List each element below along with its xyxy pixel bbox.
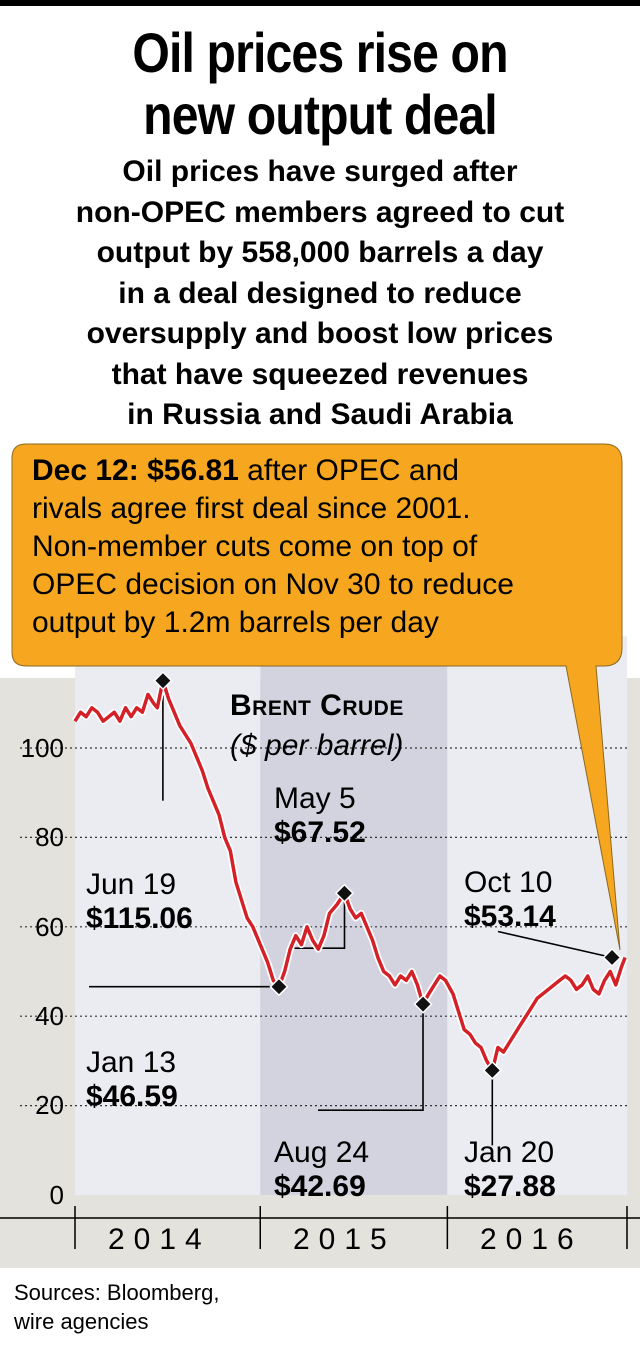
annotation-label: Aug 24 $42.69	[274, 1136, 369, 1204]
annotation-label: Jan 20 $27.88	[464, 1136, 556, 1204]
callout-line-5: output by 1.2m barrels per day	[32, 606, 439, 639]
chart-title: Brent Crude	[230, 688, 404, 724]
annotation-label: May 5 $67.52	[274, 782, 366, 850]
x-tick-label-2016: 2016	[480, 1223, 583, 1256]
annotation-date: Jun 19	[86, 868, 177, 901]
y-tick-label: 40	[35, 1001, 64, 1031]
intro-line: output by 558,000 barrels a day	[96, 236, 544, 269]
chart-title-text: Brent Crude	[230, 689, 404, 722]
callout-line-3: Non-member cuts come on top of	[32, 530, 478, 563]
annotation-diamond	[334, 883, 354, 903]
leader-line	[497, 930, 613, 959]
annotation-date: Aug 24	[274, 1136, 370, 1169]
callout-line-1: Dec 12: $56.81 after OPEC and	[32, 452, 622, 490]
callout-shape	[11, 443, 623, 951]
annotation-value: $27.88	[464, 1170, 556, 1203]
callout-price: $56.81	[147, 454, 239, 487]
annotation-label: Oct 10 $53.14	[464, 866, 556, 934]
annotation-date: May 5	[274, 782, 356, 815]
annotation-diamond	[153, 671, 173, 691]
annotation-date: Jan 13	[86, 1046, 177, 1079]
callout-line-1-rest: after OPEC and	[238, 454, 459, 487]
annotation-leaders	[89, 680, 613, 1146]
intro-line: in a deal designed to reduce	[118, 276, 522, 310]
annotation-diamond	[269, 977, 289, 997]
top-rule	[0, 0, 640, 6]
annotation-label: Jun 19 $115.06	[86, 868, 193, 936]
y-tick-label: 60	[35, 912, 64, 942]
annotation-value: $46.59	[86, 1080, 178, 1113]
y-tick-label: 80	[35, 822, 64, 852]
y-tick-label: 0	[49, 1180, 64, 1210]
x-tick-label-2015: 2015	[293, 1223, 396, 1256]
leader-line	[294, 893, 346, 950]
annotation-value: $42.69	[274, 1170, 366, 1203]
x-tick-label-2014: 2014	[108, 1223, 211, 1256]
leader-line	[318, 1004, 424, 1111]
intro-text: Oil prices have surged after non-OPEC me…	[0, 152, 640, 436]
annotation-date: Oct 10	[464, 866, 553, 899]
y-tick-label: 20	[35, 1090, 64, 1120]
x-axis	[0, 1206, 640, 1249]
headline-line-1: Oil prices rise on	[132, 21, 508, 84]
source-note: Sources: Bloomberg, wire agencies	[14, 1278, 219, 1336]
year-band	[75, 636, 261, 1195]
intro-line: that have squeezed revenues	[111, 357, 529, 391]
intro-line: non-OPEC members agreed to cut	[75, 195, 565, 229]
annotation-value: $53.14	[464, 900, 556, 933]
annotation-diamond	[482, 1060, 502, 1080]
chart-subtitle: ($ per barrel)	[230, 729, 404, 762]
annotation-value: $67.52	[274, 816, 366, 849]
callout-line-4: OPEC decision on Nov 30 to reduce	[32, 568, 514, 601]
intro-line: in Russia and Saudi Arabia	[127, 398, 513, 431]
source-line-2: wire agencies	[14, 1309, 149, 1334]
annotation-label: Jan 13 $46.59	[86, 1046, 178, 1114]
headline-line-2: new output deal	[143, 83, 498, 146]
source-line-1: Sources: Bloomberg,	[14, 1280, 220, 1305]
annotation-diamond	[602, 947, 622, 968]
annotation-diamond	[413, 994, 433, 1014]
headline: Oil prices rise on new output deal	[45, 22, 595, 146]
callout-date: Dec 12:	[32, 454, 139, 487]
callout-line-2: rivals agree first deal since 2001.	[32, 492, 471, 525]
annotation-value: $115.06	[86, 902, 193, 935]
annotation-date: Jan 20	[464, 1136, 555, 1169]
annotation-markers	[153, 671, 622, 1080]
intro-line: oversupply and boost low prices	[86, 317, 554, 350]
callout-text: Dec 12: $56.81 after OPEC and rivals agr…	[32, 452, 622, 642]
y-tick-label: 100	[20, 733, 64, 763]
intro-line: Oil prices have surged after	[122, 155, 518, 188]
